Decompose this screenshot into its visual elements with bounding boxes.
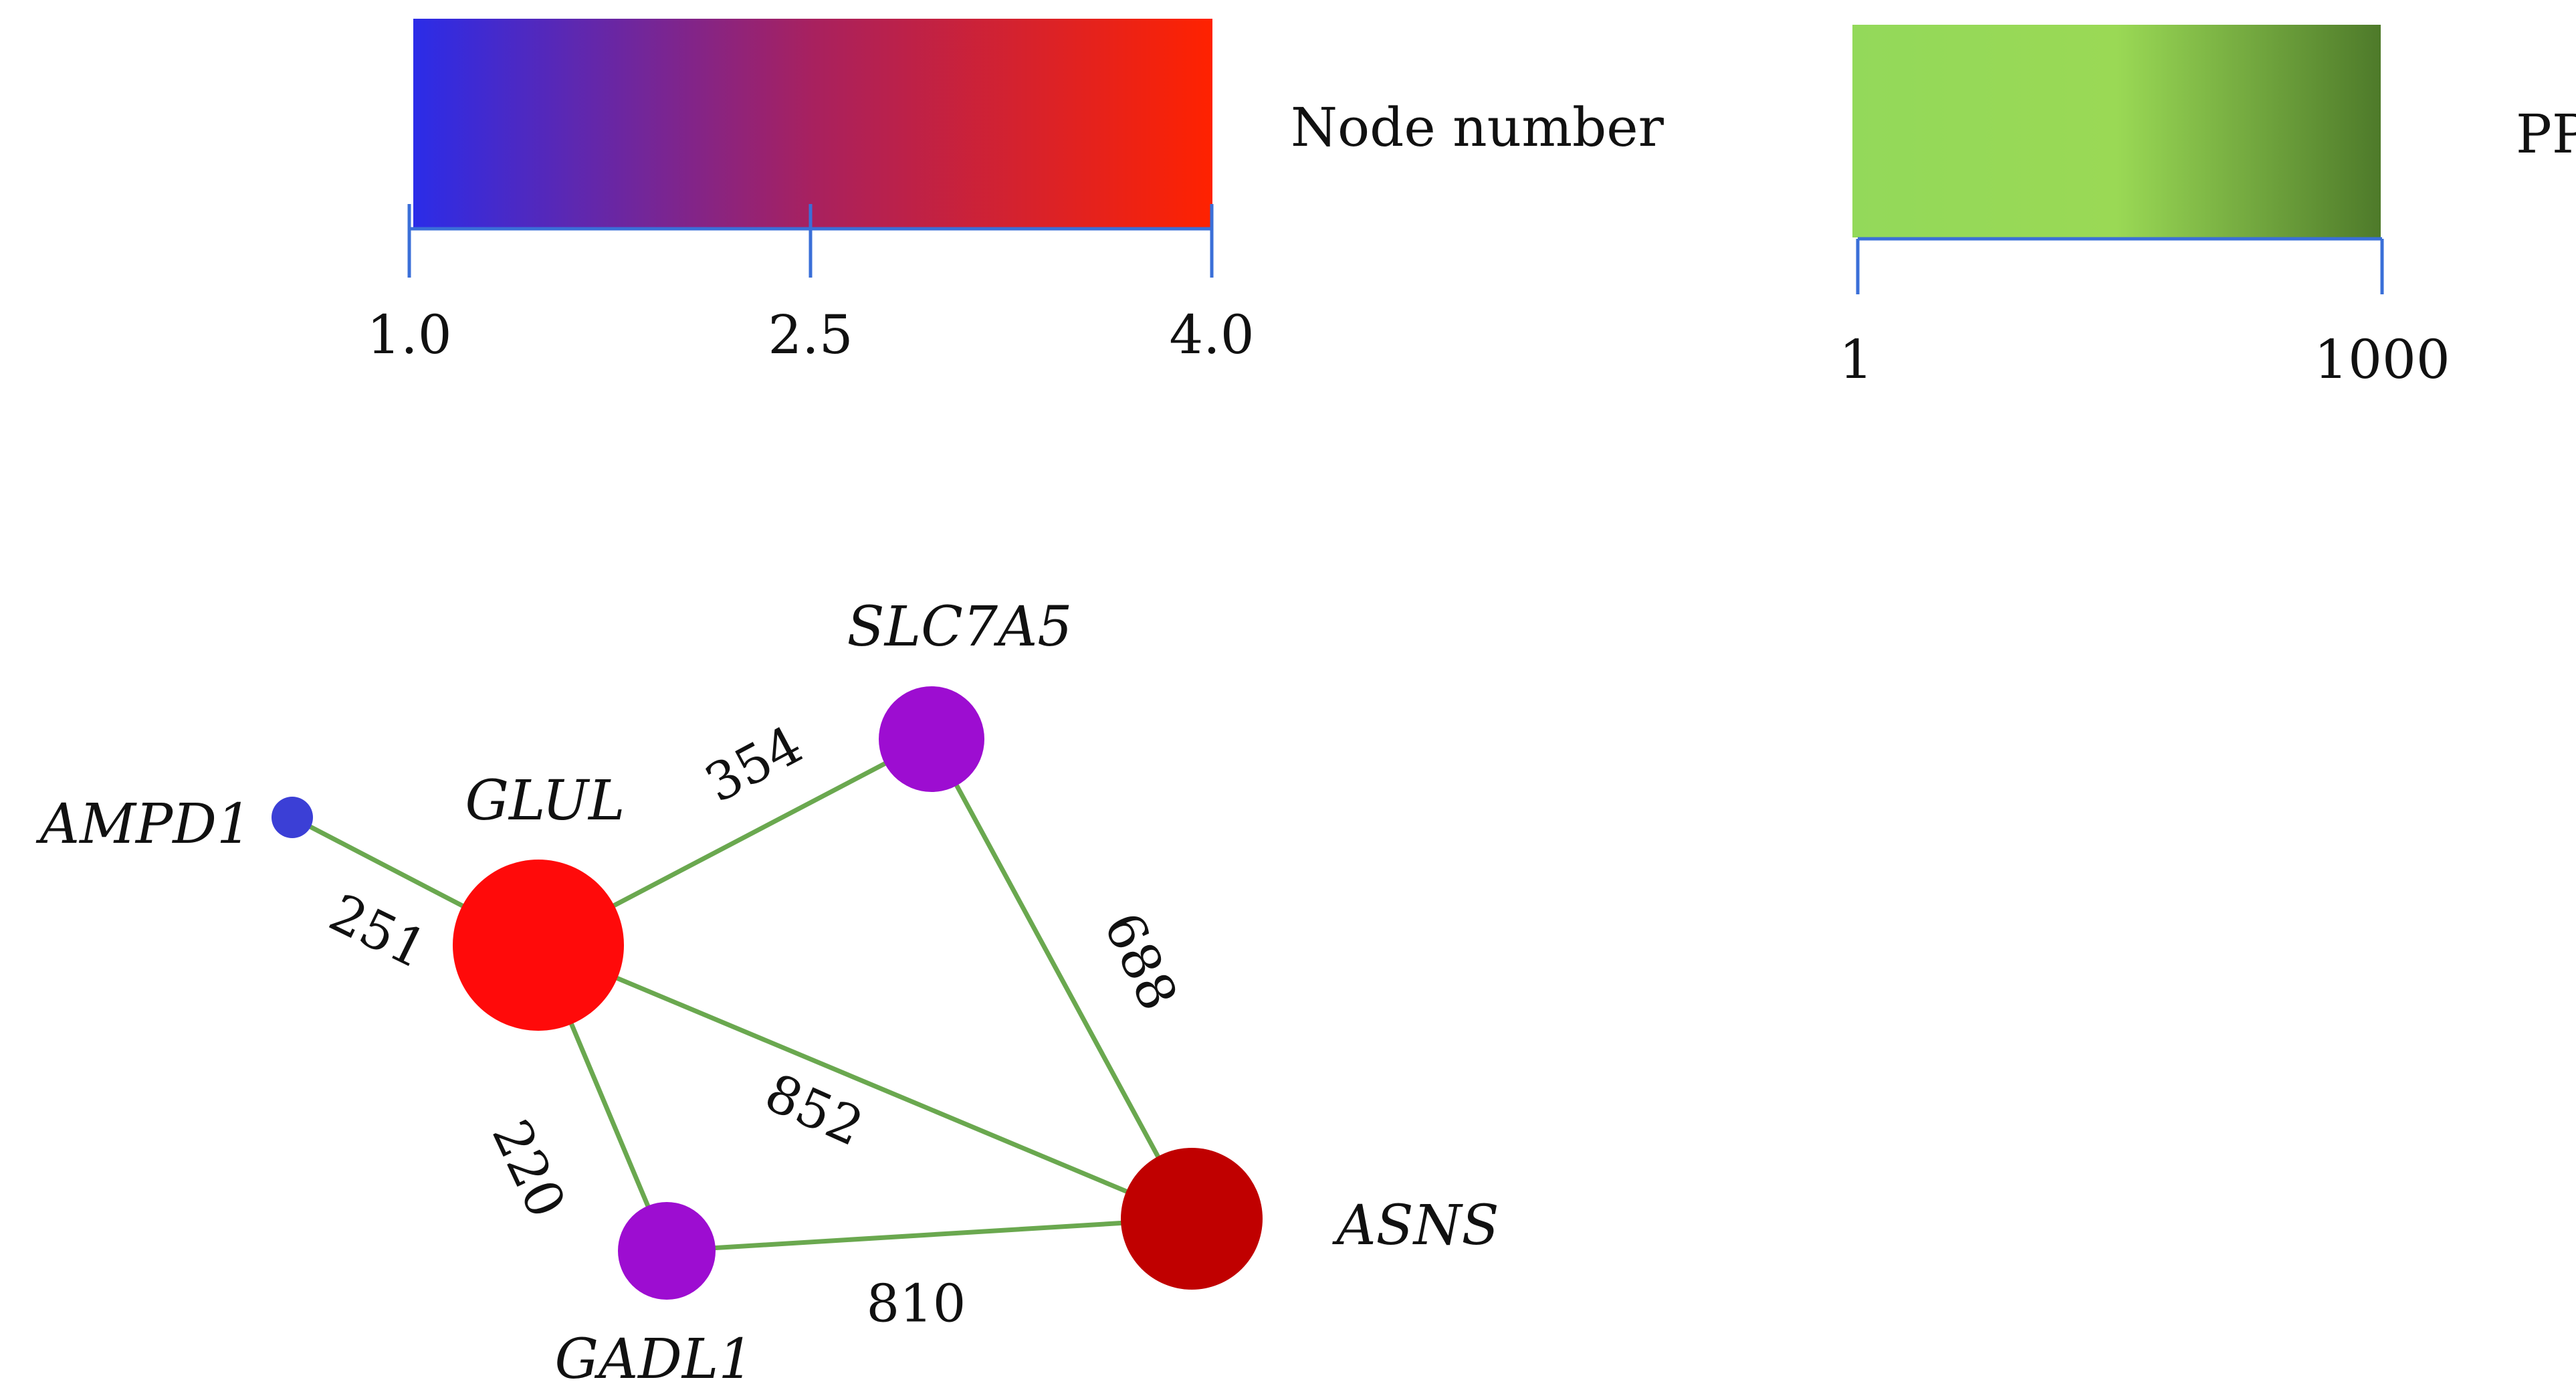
- node-label-asns: ASNS: [1331, 1194, 1499, 1258]
- network-nodes: [272, 686, 1263, 1300]
- node-glul: [453, 860, 624, 1031]
- ppi-tick-label: 1000: [2314, 328, 2450, 391]
- node-number-axis: 1.0 2.5 4.0: [366, 204, 1255, 366]
- node_number-tick-label: 4.0: [1169, 304, 1254, 366]
- node-ampd1: [272, 797, 313, 838]
- node-number-legend: 1.0 2.5 4.0 Node number: [366, 19, 1665, 366]
- node_number-tick-label: 1.0: [366, 304, 451, 366]
- edge-slc7a5-asns: [929, 738, 1194, 1220]
- ppi-tick-label: 1: [1839, 328, 1873, 391]
- node-asns: [1121, 1148, 1263, 1290]
- node-number-colorbar: [413, 19, 1212, 227]
- network-node-labels: AMPD1 GLUL SLC7A5 GADL1 ASNS: [35, 595, 1499, 1391]
- edge-weight-label: 354: [696, 714, 813, 814]
- node_number-tick-label: 2.5: [768, 304, 853, 366]
- edge-weight-label: 810: [867, 1274, 966, 1334]
- ppi-legend: 1 1000 PPI: [1839, 25, 2576, 391]
- node-label-ampd1: AMPD1: [35, 793, 251, 856]
- edge-weight-label: 688: [1092, 904, 1188, 1019]
- node-gadl1: [618, 1202, 716, 1300]
- edge-glul-asns: [537, 942, 1193, 1221]
- node-slc7a5: [879, 686, 984, 792]
- ppi-colorbar: [1852, 25, 2381, 237]
- edge-gadl1-asns: [666, 1216, 1192, 1254]
- node-number-title: Node number: [1291, 96, 1665, 159]
- ppi-axis: 1 1000: [1839, 237, 2450, 391]
- network-edges: [291, 736, 1194, 1254]
- node-label-gadl1: GADL1: [554, 1328, 753, 1391]
- node-label-glul: GLUL: [465, 769, 625, 833]
- edge-weight-label: 220: [480, 1111, 576, 1227]
- edge-weight-label: 251: [320, 883, 436, 981]
- node-label-slc7a5: SLC7A5: [847, 595, 1073, 659]
- ppi-title: PPI: [2516, 103, 2576, 165]
